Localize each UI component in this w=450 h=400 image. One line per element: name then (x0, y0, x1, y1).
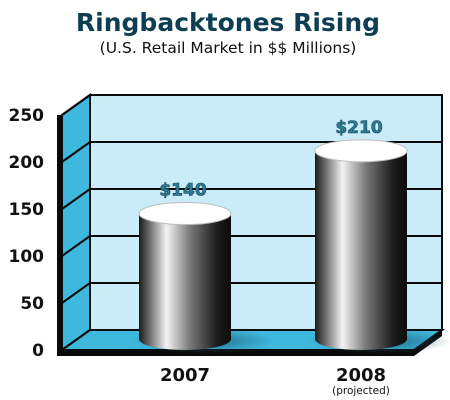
gridline-side (61, 235, 91, 257)
bar-2008 (315, 150, 407, 350)
side-wall (61, 93, 91, 352)
chart-title: Ringbacktones Rising (76, 8, 380, 37)
bar-top (138, 202, 232, 226)
y-tick-label: 200 (9, 153, 45, 173)
y-tick-label: 100 (9, 247, 45, 267)
gridline-side (61, 94, 91, 116)
y-tick-label: 150 (9, 200, 45, 220)
floor-front-edge (62, 350, 414, 356)
gridline-side (61, 141, 91, 163)
data-label: $210 (335, 118, 382, 138)
gridline-side (61, 188, 91, 210)
y-tick-label: 250 (9, 106, 45, 126)
x-category-note: (projected) (332, 385, 390, 397)
gridline-side (61, 282, 91, 304)
x-category-label: 2007 (160, 365, 210, 386)
y-axis-edge (57, 115, 62, 356)
y-tick-label: 50 (20, 294, 44, 314)
data-label: $140 (159, 181, 206, 201)
chart-subtitle: (U.S. Retail Market in $$ Millions) (100, 39, 357, 57)
y-axis-tick-labels: 0 50 100 150 200 250 (9, 106, 45, 361)
bar-2007 (139, 213, 231, 350)
y-tick-label: 0 (32, 341, 44, 361)
x-axis-category-labels: 2007 2008(projected) (160, 365, 390, 397)
bars (131, 139, 450, 354)
x-category-label: 2008 (336, 365, 386, 386)
bar-top (314, 139, 408, 163)
data-labels: $140 $210 (159, 118, 383, 201)
